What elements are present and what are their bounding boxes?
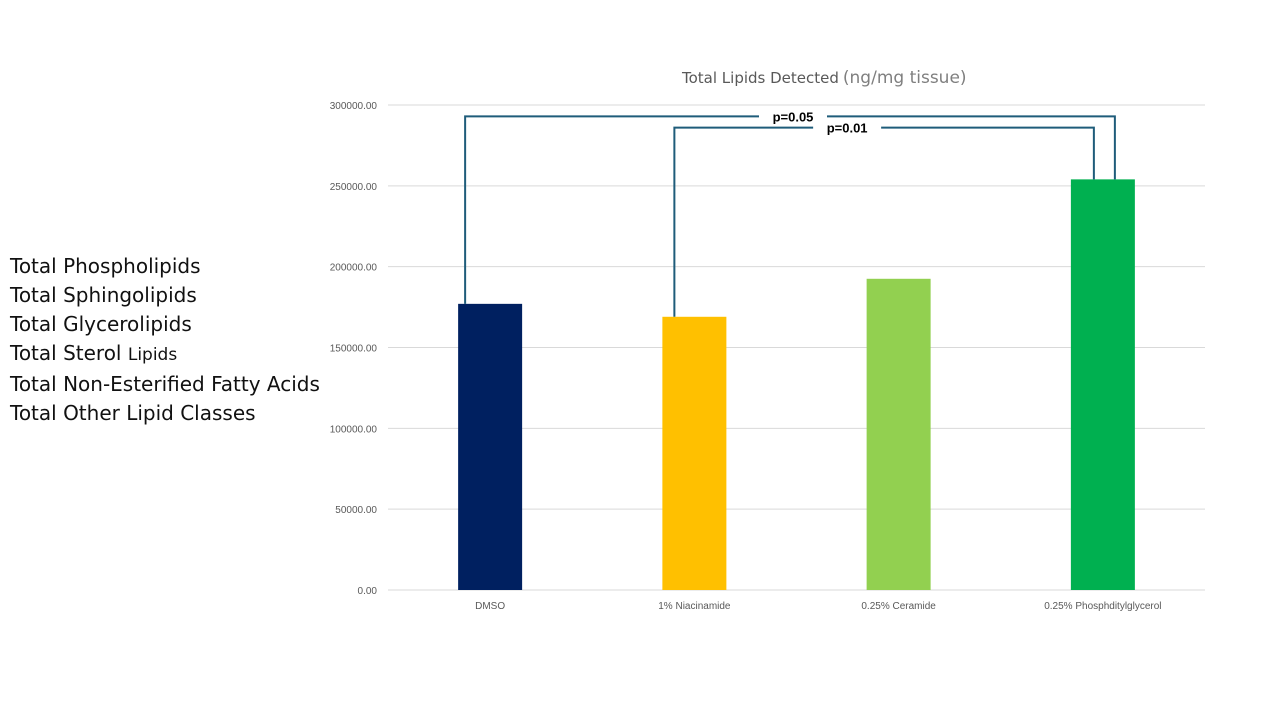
chart-title-unit: (ng/mg tissue): [843, 68, 967, 88]
bracket-line: [827, 115, 1116, 180]
y-tick-label: 150000.00: [330, 344, 378, 355]
lipid-class-label: Total Non-Esterified Fatty Acids: [10, 372, 320, 396]
chart-title: Total Lipids Detected (ng/mg tissue): [681, 68, 967, 88]
chart-title-main: Total Lipids Detected: [681, 69, 839, 87]
lipid-class-label: Total Glycerolipids: [10, 312, 192, 336]
lipid-class-item: Total Glycerolipids: [10, 310, 320, 339]
lipid-class-list: Total Phospholipids Total Sphingolipids …: [10, 252, 320, 428]
lipid-class-label: Total Sphingolipids: [10, 283, 197, 307]
bar: [1070, 179, 1135, 590]
lipid-class-label: Total Phospholipids: [10, 254, 201, 278]
bar: [662, 316, 727, 590]
bar: [866, 278, 931, 590]
bracket-line: [673, 126, 814, 317]
significance-brackets: p=0.05 p=0.01: [464, 109, 1116, 317]
y-tick-label: 200000.00: [330, 263, 378, 274]
y-tick-label: 50000.00: [335, 505, 377, 516]
x-axis: DMSO 1% Niacinamide 0.25% Ceramide 0.25% Ph…: [475, 601, 1161, 612]
gridlines: [388, 104, 1205, 591]
y-tick-label: 100000.00: [330, 424, 378, 435]
bars: [458, 179, 1135, 590]
p-value-label: p=0.05: [773, 109, 814, 124]
y-axis: 0.00 50000.00 100000.00 150000.00 200000.00 2…: [330, 101, 378, 597]
x-tick-label: DMSO: [475, 601, 505, 612]
lipid-class-label: Total Other Lipid Classes: [10, 401, 256, 425]
x-tick-label: 0.25% Phosphditylglycerol: [1044, 601, 1161, 612]
lipid-class-item: Total Sterol Lipids: [10, 339, 320, 370]
bracket-line: [464, 115, 759, 304]
lipid-class-item: Total Phospholipids: [10, 252, 320, 281]
lipid-class-item: Total Sphingolipids: [10, 281, 320, 310]
x-tick-label: 1% Niacinamide: [658, 601, 731, 612]
y-tick-label: 250000.00: [330, 182, 378, 193]
lipid-class-label-suffix: Lipids: [127, 345, 178, 365]
bracket-line: [881, 126, 1095, 180]
lipid-class-label: Total Sterol: [10, 341, 122, 365]
bar: [458, 303, 523, 590]
y-tick-label: 300000.00: [330, 101, 378, 112]
y-tick-label: 0.00: [358, 586, 378, 597]
x-tick-label: 0.25% Ceramide: [861, 601, 936, 612]
p-value-label: p=0.01: [827, 121, 868, 136]
lipid-class-item: Total Other Lipid Classes: [10, 399, 320, 428]
lipid-class-item: Total Non-Esterified Fatty Acids: [10, 370, 320, 399]
